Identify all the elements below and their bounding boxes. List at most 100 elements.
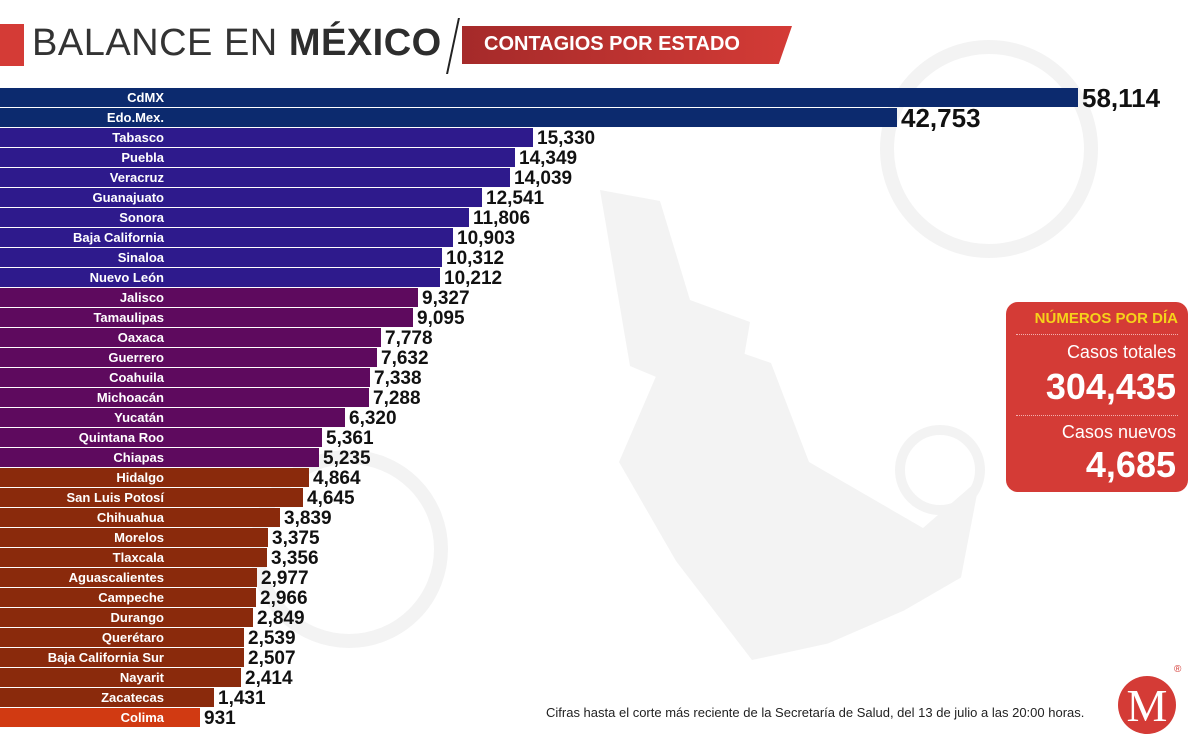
bar-value-label: 4,864	[313, 468, 361, 489]
bar-nuevo-le-n	[0, 268, 440, 287]
bar-value-label: 7,632	[381, 348, 429, 369]
bar-coahuila	[0, 368, 370, 387]
bar-value-label: 2,977	[261, 568, 309, 589]
bar-label: Guerrero	[108, 350, 164, 365]
subtitle: CONTAGIOS POR ESTADO	[484, 33, 740, 55]
bar-label: Durango	[110, 610, 164, 625]
bar-label: Nayarit	[119, 670, 164, 685]
bar-label: Guanajuato	[92, 190, 164, 205]
bar-value-label: 2,507	[248, 648, 296, 669]
bar-sonora	[0, 208, 469, 227]
bar-label: CdMX	[127, 90, 164, 105]
bar-chihuahua	[0, 508, 280, 527]
bar-quintana-roo	[0, 428, 322, 447]
bar-value-label: 58,114	[1082, 83, 1161, 113]
bar-tlaxcala	[0, 548, 267, 567]
bar-value-label: 2,539	[248, 628, 296, 649]
bar-value-label: 12,541	[486, 188, 545, 209]
daily-numbers-panel: NÚMEROS POR DÍA Casos totales 304,435 Ca…	[1006, 302, 1188, 492]
bar-value-label: 5,235	[323, 448, 371, 469]
bar-value-label: 14,039	[514, 168, 573, 189]
bar-label: Sonora	[119, 210, 164, 225]
bar-value-label: 42,753	[901, 103, 981, 133]
bar-value-label: 2,414	[245, 668, 293, 689]
bar-zacatecas	[0, 688, 214, 707]
bar-label: Coahuila	[109, 370, 164, 385]
bar-label: Baja California Sur	[47, 650, 164, 665]
bar-label: Chihuahua	[96, 510, 164, 525]
bar-value-label: 10,312	[446, 248, 505, 269]
bar-oaxaca	[0, 328, 381, 347]
bar-label: Querétaro	[101, 630, 164, 645]
divider	[1016, 415, 1178, 416]
bar-label: Zacatecas	[101, 690, 164, 705]
bar-tamaulipas	[0, 308, 413, 327]
bar-san-luis-potos-	[0, 488, 303, 507]
bar-label: Michoacán	[96, 390, 164, 405]
bar-label: Morelos	[114, 530, 164, 545]
bar-nayarit	[0, 668, 241, 687]
bar-label: Chiapas	[113, 450, 164, 465]
bar-label: Oaxaca	[117, 330, 164, 345]
bar-morelos	[0, 528, 268, 547]
page-title: BALANCE EN MÉXICO	[32, 22, 442, 65]
divider	[1016, 334, 1178, 335]
bar-veracruz	[0, 168, 510, 187]
source-note: Cifras hasta el corte más reciente de la…	[546, 705, 1085, 720]
bar-label: Aguascalientes	[68, 570, 164, 585]
bar-michoac-n	[0, 388, 369, 407]
bar-label: Tamaulipas	[93, 310, 164, 325]
bar-label: Nuevo León	[89, 270, 164, 285]
bar-value-label: 11,806	[473, 208, 531, 229]
bar-value-label: 931	[204, 708, 236, 729]
bar-durango	[0, 608, 253, 627]
bar-label: Campeche	[98, 590, 164, 605]
bar-baja-california-sur	[0, 648, 244, 667]
bar-quer-taro	[0, 628, 244, 647]
bar-value-label: 2,966	[260, 588, 308, 609]
bar-value-label: 10,212	[444, 268, 503, 289]
bar-value-label: 14,349	[519, 148, 578, 169]
title-bold: MÉXICO	[288, 22, 442, 64]
virus-icon	[895, 425, 985, 515]
bar-yucat-n	[0, 408, 345, 427]
bar-value-label: 9,095	[417, 308, 465, 329]
registered-mark: ®	[1174, 664, 1182, 675]
bar-label: Tabasco	[112, 130, 164, 145]
new-cases-value: 4,685	[1085, 444, 1176, 485]
bar-label: Baja California	[72, 230, 164, 245]
bar-value-label: 15,330	[537, 128, 596, 149]
subtitle-banner	[462, 26, 792, 64]
title-regular: BALANCE EN	[32, 22, 289, 64]
bar-campeche	[0, 588, 256, 607]
bar-value-label: 3,356	[271, 548, 319, 569]
bar-label: Sinaloa	[117, 250, 164, 265]
milenio-logo: M	[1118, 676, 1176, 734]
bar-tabasco	[0, 128, 533, 147]
bar-edo-mex-	[0, 108, 897, 127]
bar-value-label: 7,288	[373, 388, 421, 409]
bar-value-label: 5,361	[326, 428, 374, 449]
bar-sinaloa	[0, 248, 442, 267]
bar-label: Hidalgo	[116, 470, 164, 485]
bar-value-label: 3,839	[284, 508, 332, 529]
title-accent-block	[0, 24, 24, 66]
bar-label: Quintana Roo	[78, 430, 164, 445]
bar-value-label: 9,327	[422, 288, 470, 309]
bar-value-label: 7,338	[374, 368, 422, 389]
bar-label: Edo.Mex.	[106, 110, 164, 125]
bar-value-label: 2,849	[257, 608, 305, 629]
bar-chiapas	[0, 448, 319, 467]
bar-puebla	[0, 148, 515, 167]
bar-label: San Luis Potosí	[66, 490, 164, 505]
bar-guerrero	[0, 348, 377, 367]
bar-jalisco	[0, 288, 418, 307]
bar-label: Puebla	[121, 150, 164, 165]
bar-cdmx	[0, 88, 1078, 107]
bar-baja-california	[0, 228, 453, 247]
bar-value-label: 4,645	[307, 488, 355, 509]
bar-label: Veracruz	[109, 170, 164, 185]
bar-hidalgo	[0, 468, 309, 487]
bar-value-label: 10,903	[457, 228, 516, 249]
